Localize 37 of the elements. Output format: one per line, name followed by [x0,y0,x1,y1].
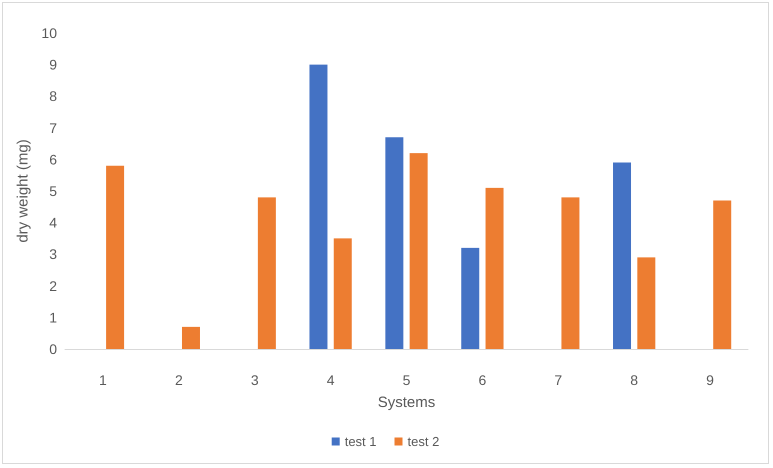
x-tick-label: 4 [326,372,335,388]
bar [713,200,732,349]
x-tick-label: 2 [174,372,183,388]
bar [106,166,124,349]
x-axis-title: Systems [378,394,436,411]
bar [182,326,200,349]
y-axis-title: dry weight (mg) [14,139,32,243]
y-tick-label: 0 [49,341,58,357]
bar [334,238,352,349]
bar [613,162,632,349]
y-tick-label: 4 [49,214,58,231]
bar [461,248,480,349]
bar [258,197,276,349]
y-tick-label: 2 [49,278,58,294]
y-tick-label: 6 [49,151,58,168]
y-tick-label: 9 [49,56,58,73]
y-tick-label: 5 [49,183,58,199]
x-tick-label: 7 [554,372,562,388]
legend-label: test 2 [408,434,440,449]
bar [561,197,580,349]
bar [486,188,504,349]
x-tick-label: 5 [402,372,411,388]
x-tick-label: 1 [99,372,108,388]
x-tick-label: 9 [706,372,714,388]
x-tick-label: 8 [630,372,638,388]
y-tick-label: 8 [49,88,58,104]
bar [637,257,656,349]
y-tick-label: 1 [49,309,58,326]
x-tick-label: 6 [478,372,486,388]
y-tick-label: 3 [49,246,58,262]
bar [385,137,404,349]
legend-label: test 1 [344,434,376,449]
y-tick-label: 10 [41,25,58,41]
y-tick-label: 7 [49,120,58,136]
x-tick-label: 3 [250,372,259,388]
bar [410,153,428,349]
bar [309,64,328,349]
